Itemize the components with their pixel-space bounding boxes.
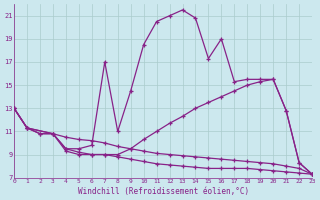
X-axis label: Windchill (Refroidissement éolien,°C): Windchill (Refroidissement éolien,°C)	[77, 187, 249, 196]
